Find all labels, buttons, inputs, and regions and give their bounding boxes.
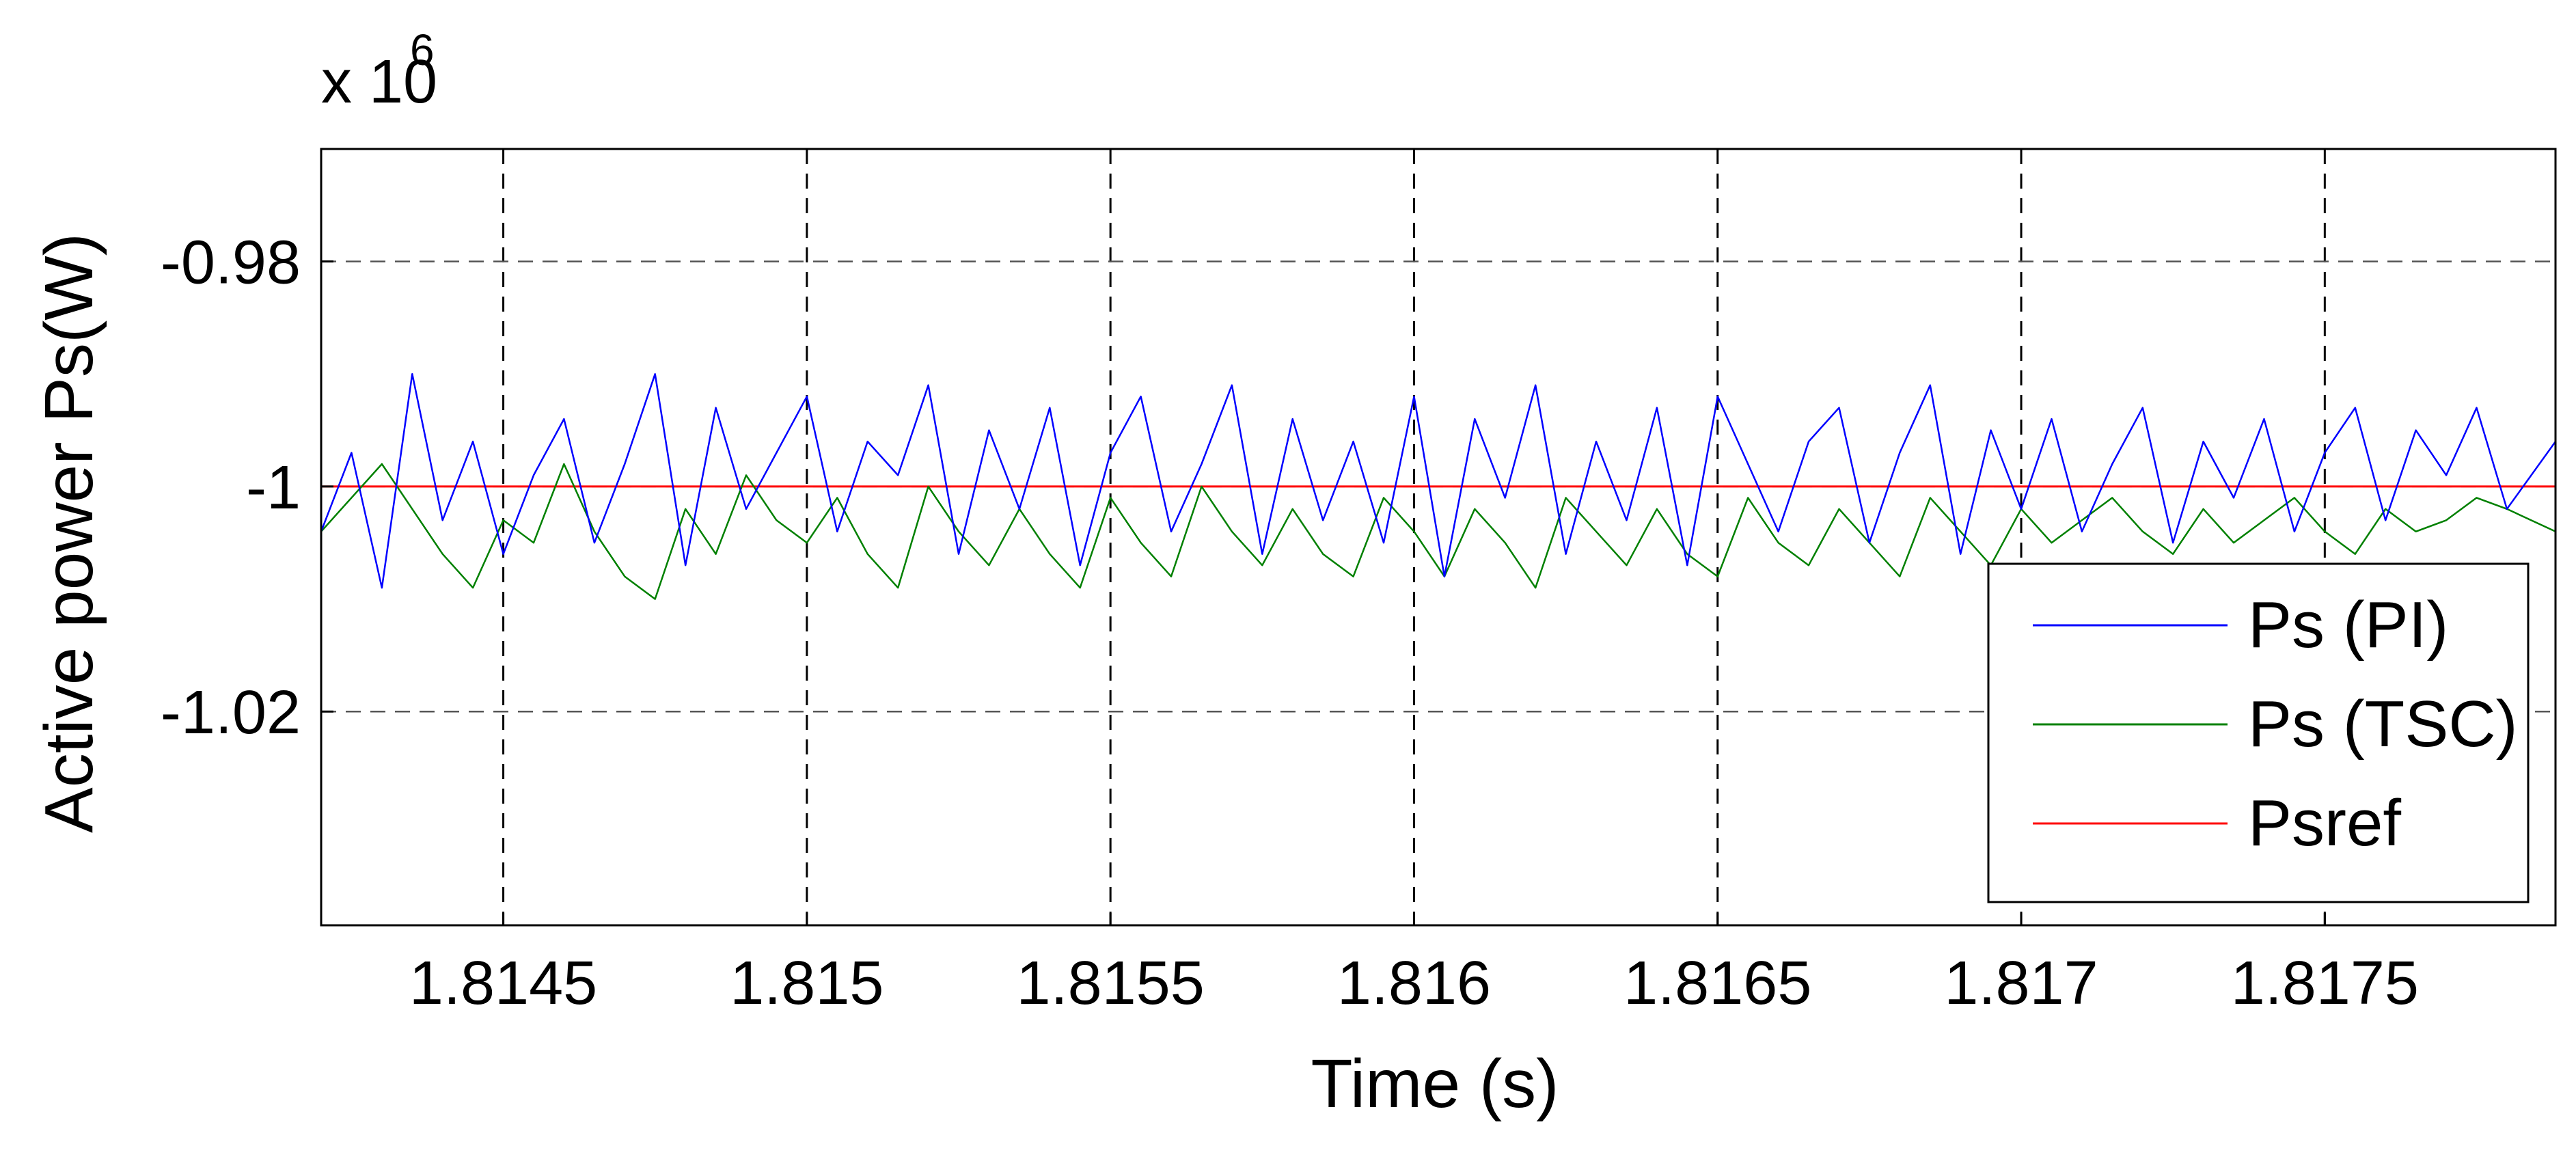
plot-frame	[320, 148, 2557, 927]
y-tick-label: -1	[246, 454, 301, 522]
x-axis-label: Time (s)	[1311, 1046, 1559, 1122]
x-tick-label: 1.8175	[2231, 949, 2419, 1018]
y-multiplier: x 10 6	[321, 25, 437, 116]
y-multiplier-base: x 10	[321, 48, 437, 116]
legend-box	[1987, 562, 2530, 903]
legend: Ps (PI) Ps (TSC) Psref	[1987, 562, 2530, 903]
x-ticks: 1.8145 1.815 1.8155 1.816 1.8165 1.817 1.8175	[409, 913, 2419, 1018]
x-tick-label: 1.817	[1944, 949, 2098, 1018]
y-multiplier-exponent: 6	[410, 25, 435, 74]
legend-label: Ps (TSC)	[2248, 687, 2518, 761]
x-tick-label: 1.8155	[1017, 949, 1205, 1018]
y-ticks: -0.98 -1 -1.02	[161, 229, 333, 747]
series-line-ps-pi	[321, 373, 2556, 589]
x-tick-label: 1.8145	[409, 949, 597, 1018]
legend-label: Ps (PI)	[2248, 588, 2448, 662]
x-tick-label: 1.8165	[1623, 949, 1811, 1018]
series-layer	[321, 373, 2556, 600]
y-tick-label: -1.02	[161, 679, 301, 747]
series-line-ps-tsc	[321, 463, 2556, 600]
legend-label: Psref	[2248, 787, 2401, 860]
y-axis-label: Active power Ps(W)	[31, 233, 107, 833]
x-tick-label: 1.816	[1337, 949, 1491, 1018]
x-tick-label: 1.815	[730, 949, 883, 1018]
y-tick-label: -0.98	[161, 229, 301, 297]
